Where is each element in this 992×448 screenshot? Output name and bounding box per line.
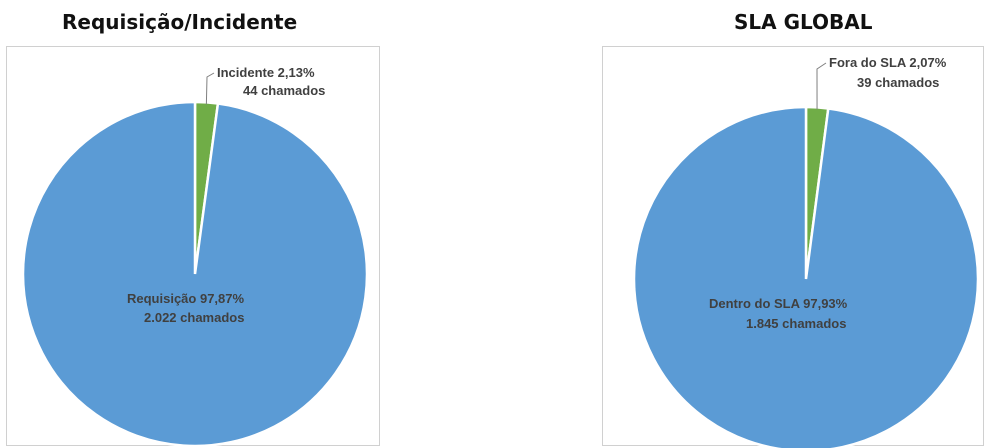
pie-chart-requisicao-incidente: Incidente 2,13% 44 chamados Requisição 9… xyxy=(21,65,369,448)
label-small-slice-line1: Incidente 2,13% xyxy=(217,65,315,80)
pie-slice-requisi-o xyxy=(21,100,369,448)
label-small-slice-line2: 44 chamados xyxy=(243,83,325,98)
label-small-slice-line1: Fora do SLA 2,07% xyxy=(829,55,947,70)
label-large-slice-line2: 1.845 chamados xyxy=(746,316,846,331)
leader-line xyxy=(816,62,827,110)
label-large-slice-line1: Requisição 97,87% xyxy=(127,291,244,306)
pie-chart-sla-global: Fora do SLA 2,07% 39 chamados Dentro do … xyxy=(632,55,980,448)
label-small-slice-line2: 39 chamados xyxy=(857,75,939,90)
pie-slice-dentro-do-sla xyxy=(632,105,980,448)
chart-title-sla-global: SLA GLOBAL xyxy=(734,10,873,34)
label-large-slice-line1: Dentro do SLA 97,93% xyxy=(709,296,848,311)
pie-chart-panel-requisicao-incidente: Incidente 2,13% 44 chamados Requisição 9… xyxy=(6,46,380,448)
pie-chart-panel-sla-global: Fora do SLA 2,07% 39 chamados Dentro do … xyxy=(602,46,984,448)
chart-title-requisicao-incidente: Requisição/Incidente xyxy=(62,10,298,34)
label-large-slice-line2: 2.022 chamados xyxy=(144,310,244,325)
leader-line xyxy=(205,72,215,105)
